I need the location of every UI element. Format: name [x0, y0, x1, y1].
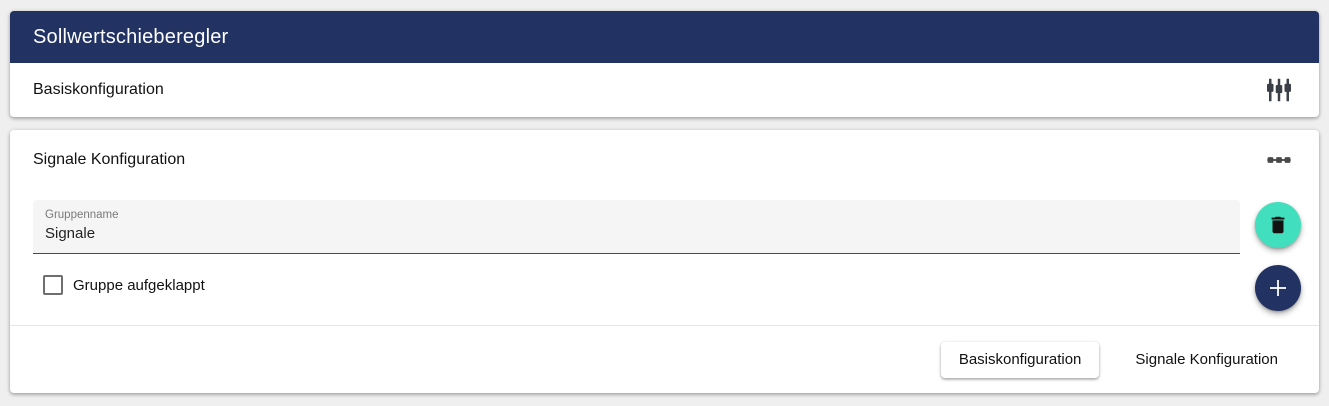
- basiskonfiguration-button[interactable]: Basiskonfiguration: [940, 341, 1100, 378]
- gruppenname-input[interactable]: [45, 222, 1228, 242]
- checkbox-box-icon[interactable]: [43, 275, 63, 295]
- trash-icon: [1267, 214, 1289, 236]
- app-header: Sollwertschieberegler: [10, 11, 1319, 63]
- plus-icon: [1266, 276, 1290, 300]
- basis-section-label: Basiskonfiguration: [33, 81, 164, 98]
- gruppe-aufgeklappt-checkbox[interactable]: Gruppe aufgeklappt: [33, 273, 205, 297]
- gruppe-aufgeklappt-label: Gruppe aufgeklappt: [73, 276, 205, 294]
- signale-section-row: Signale Konfiguration: [10, 130, 1319, 190]
- gruppenname-field[interactable]: Gruppenname: [33, 200, 1240, 254]
- basis-section-row: Basiskonfiguration: [10, 63, 1319, 117]
- signale-konfiguration-button[interactable]: Signale Konfiguration: [1117, 342, 1296, 378]
- signale-section-title: Signale Konfiguration: [33, 151, 186, 168]
- tune-vertical-icon[interactable]: [1262, 73, 1296, 107]
- delete-fab[interactable]: [1255, 202, 1301, 248]
- signale-card: Signale Konfiguration Gruppenname Gruppe…: [10, 130, 1319, 393]
- basis-card: Sollwertschieberegler Basiskonfiguration: [10, 11, 1319, 117]
- page-title: Sollwertschieberegler: [33, 25, 229, 48]
- gruppenname-field-label: Gruppenname: [45, 209, 119, 221]
- add-fab[interactable]: [1255, 265, 1301, 311]
- dots-horizontal-icon[interactable]: [1262, 143, 1296, 177]
- footer-actions: Basiskonfiguration Signale Konfiguration: [10, 326, 1319, 393]
- footer-divider: [10, 325, 1319, 326]
